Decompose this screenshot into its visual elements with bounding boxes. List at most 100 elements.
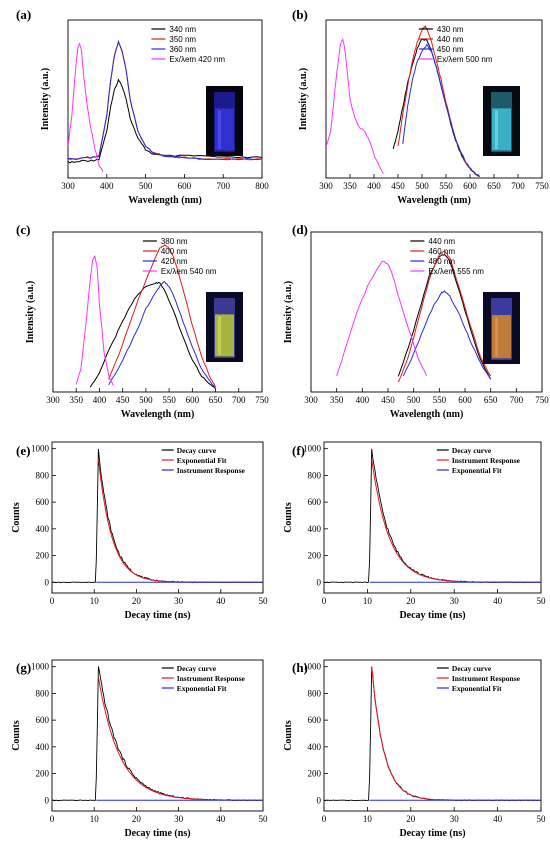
plot-frame — [323, 441, 542, 594]
x-tick-label: 400 — [100, 181, 114, 191]
x-tick-label: 40 — [216, 596, 226, 606]
series-line — [89, 281, 216, 390]
y-tick-label: 1000 — [303, 662, 322, 672]
chart-panel: (h) 0 10 20 30 40 50 Decay time (ns) Counts 0 200 4… — [283, 659, 547, 839]
chart-panel: (d) 300 350 400 450 500 550 600 650 700 750 Wavelen… — [283, 222, 549, 420]
vial-photo-inset — [483, 86, 520, 156]
x-tick-label: 550 — [433, 395, 447, 405]
x-axis-label: Wavelength (nm) — [121, 409, 195, 420]
panel-label: (a) — [16, 7, 31, 22]
y-tick-label: 1000 — [303, 444, 322, 454]
x-tick-label: 600 — [178, 181, 192, 191]
chart-panel: (b) 300 350 400 450 500 550 600 650 700 750 Wavelen… — [292, 7, 549, 206]
vial-highlight — [218, 110, 221, 149]
chart-panel: (c) 300 350 400 450 500 550 600 650 700 750 Wavelen… — [16, 222, 269, 420]
series-group — [326, 25, 480, 177]
vial-liquid — [492, 108, 511, 151]
series-group — [68, 39, 262, 172]
vial-liquid — [215, 108, 234, 151]
y-tick-label: 200 — [36, 769, 50, 779]
x-tick-label: 10 — [90, 814, 100, 824]
y-tick-label: 1000 — [31, 662, 50, 672]
plot-frame — [51, 441, 264, 594]
y-tick-label: 800 — [36, 688, 50, 698]
y-axis-label: Counts — [11, 720, 22, 751]
x-tick-label: 20 — [406, 596, 416, 606]
x-tick-label: 600 — [458, 395, 472, 405]
series-group — [324, 448, 541, 584]
x-tick-label: 500 — [139, 181, 153, 191]
legend-entry: 360 nm — [169, 45, 196, 54]
legend-entry: Ex/λem 540 nm — [161, 267, 217, 276]
y-tick-label: 800 — [308, 688, 322, 698]
x-axis-label: Decay time (ns) — [399, 828, 465, 839]
x-tick-label: 700 — [216, 181, 230, 191]
x-axis-label: Decay time (ns) — [124, 828, 190, 839]
panel-label: (h) — [292, 660, 308, 675]
x-tick-label: 350 — [343, 181, 357, 191]
series-line — [397, 253, 492, 380]
legend-entry: Ex/λem 500 nm — [437, 55, 493, 64]
plot-frame — [52, 231, 263, 393]
fit-curve — [371, 459, 541, 583]
legend-entry: Exponential Fit — [452, 466, 502, 475]
x-tick-label: 450 — [381, 395, 395, 405]
x-tick-label: 600 — [186, 395, 200, 405]
x-axis-label: Decay time (ns) — [124, 610, 190, 621]
x-tick-label: 750 — [255, 395, 269, 405]
y-axis-label: Counts — [283, 720, 294, 751]
x-tick-label: 50 — [259, 596, 269, 606]
y-tick-label: 400 — [308, 742, 322, 752]
legend-entry: 440 nm — [428, 237, 455, 246]
y-tick-label: 200 — [308, 769, 322, 779]
x-tick-label: 450 — [391, 181, 405, 191]
plot-frame — [323, 659, 542, 812]
series-group — [75, 244, 217, 390]
x-tick-label: 0 — [322, 596, 327, 606]
x-tick-label: 550 — [439, 181, 453, 191]
legend-entry: 440 nm — [437, 35, 464, 44]
panel-label: (d) — [292, 222, 308, 237]
x-tick-label: 700 — [232, 395, 246, 405]
x-tick-label: 550 — [162, 395, 176, 405]
legend-entry: 480 nm — [428, 257, 455, 266]
x-tick-label: 50 — [537, 814, 547, 824]
series-line — [75, 255, 114, 386]
series-group — [52, 448, 263, 584]
series-group — [324, 666, 541, 802]
y-axis-label: Intensity (a.u.) — [40, 68, 51, 131]
x-tick-label: 400 — [367, 181, 381, 191]
y-tick-label: 0 — [45, 577, 50, 587]
x-tick-label: 500 — [415, 181, 429, 191]
decay-curve — [324, 666, 541, 802]
x-tick-label: 30 — [450, 814, 460, 824]
legend-entry: Decay curve — [177, 664, 217, 673]
x-axis-label: Wavelength (nm) — [128, 195, 202, 206]
legend-entry: Exponential Fit — [177, 456, 227, 465]
series-line — [68, 42, 104, 172]
series-line — [108, 280, 217, 390]
x-tick-label: 750 — [535, 181, 549, 191]
y-axis-label: Intensity (a.u.) — [298, 68, 309, 131]
y-tick-label: 600 — [308, 497, 322, 507]
y-tick-label: 600 — [36, 715, 50, 725]
x-tick-label: 40 — [493, 596, 503, 606]
y-tick-label: 800 — [308, 470, 322, 480]
y-tick-label: 0 — [317, 795, 322, 805]
y-axis-label: Counts — [11, 502, 22, 533]
x-axis-label: Wavelength (nm) — [397, 195, 471, 206]
legend-entry: Ex/λem 555 nm — [428, 267, 484, 276]
vial-photo-inset — [206, 86, 243, 156]
vial-liquid — [492, 315, 511, 359]
legend-entry: 380 nm — [161, 237, 188, 246]
legend-entry: Instrument Response — [452, 456, 521, 465]
y-tick-label: 0 — [317, 577, 322, 587]
legend-entry: Instrument Response — [452, 674, 521, 683]
chart-panel: (g) 0 10 20 30 40 50 Decay time (ns) Counts 0 200 4… — [11, 659, 268, 839]
